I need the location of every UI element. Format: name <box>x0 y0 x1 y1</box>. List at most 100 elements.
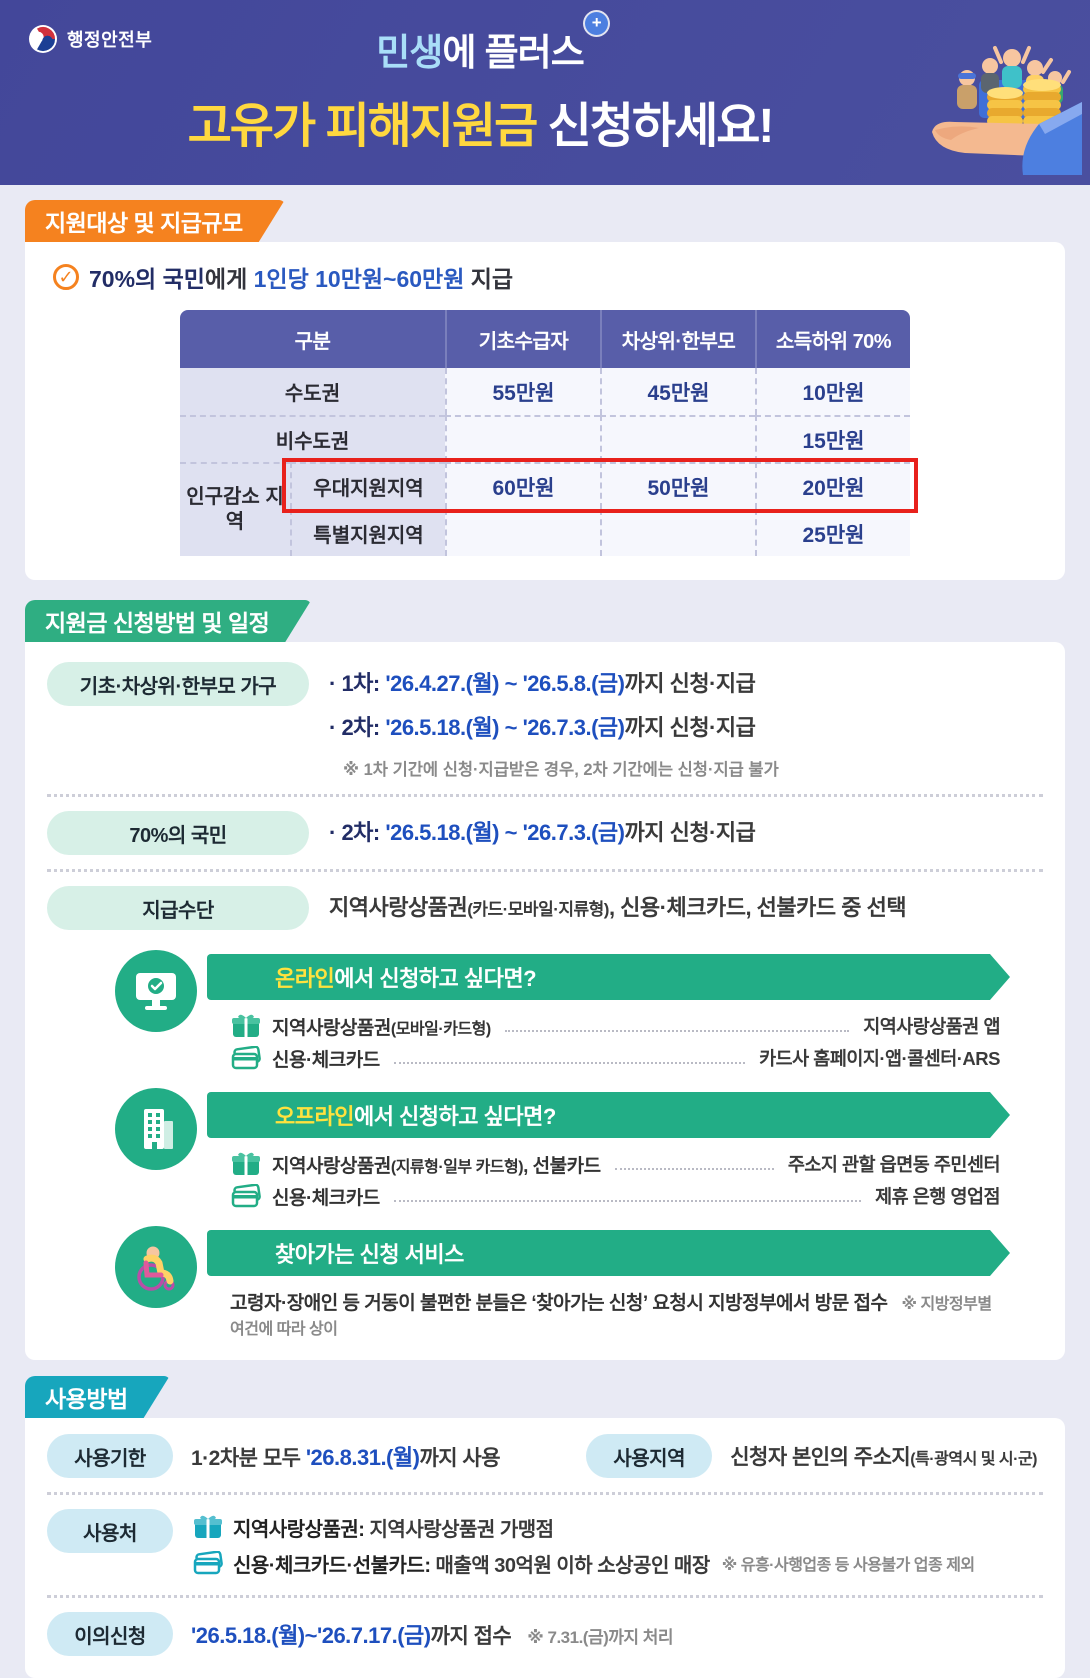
row-special-v2 <box>600 509 755 556</box>
gift-icon <box>230 1013 262 1039</box>
row-capital-label: 수도권 <box>180 368 445 415</box>
row-capital-v2: 45만원 <box>600 368 755 415</box>
round2-line: · 2차: '26.5.18.(월) ~ '26.7.3.(금)까지 신청·지급 <box>329 706 779 750</box>
channel-offline: 오프라인 에서 신청하고 싶다면? 지역사랑상품권(지류형·일부 카드형), 선불… <box>50 1088 1010 1212</box>
where-item-card: 신용·체크카드·선불카드: 매출액 30억원 이하 소상공인 매장 ※ 유흥·사… <box>191 1545 975 1581</box>
online-item1-label: 지역사랑상품권 <box>272 1017 391 1039</box>
title-line1: 민생에 플러스 + <box>376 12 608 76</box>
divider <box>47 794 1043 797</box>
table-header-nearpoor: 차상위·한부모 <box>600 310 755 368</box>
pill-objection: 이의신청 <box>47 1612 173 1656</box>
visit-desc-pre: 고령자·장애인 등 거동이 불편한 분들은 <box>230 1293 532 1314</box>
where-item1-rest: 지역사랑상품권 가맹점 <box>364 1518 555 1541</box>
row-noncapital-label: 비수도권 <box>180 415 445 462</box>
intro-tail: 지급 <box>464 266 514 292</box>
online-item-voucher: 지역사랑상품권(모바일·카드형) 지역사랑상품권 앱 <box>230 1010 1000 1042</box>
section-apply-badge: 지원금 신청방법 및 일정 <box>25 600 311 642</box>
row-special-v3: 25만원 <box>755 509 910 556</box>
dotted-leader <box>504 1020 850 1032</box>
dotted-leader <box>393 1052 746 1064</box>
offline-item1-rest: , 선불카드 <box>523 1155 601 1177</box>
section-support-card: ✓ 70%의 국민에게 1인당 10만원~60만원 지급 구분 기초수급자 차상… <box>25 242 1065 580</box>
pill-deadline: 사용기한 <box>47 1434 173 1478</box>
objection-note: ※ 7.31.(금)까지 처리 <box>527 1628 674 1647</box>
online-item2-label: 신용·체크카드 <box>272 1049 380 1071</box>
section-apply-card: 기초·차상위·한부모 가구 · 1차: '26.4.27.(월) ~ '26.5… <box>25 642 1065 1360</box>
section-support-badge: 지원대상 및 지급규모 <box>25 200 285 242</box>
intro-bold: 70%의 국민 <box>89 266 205 292</box>
row-preferred-label: 우대지원지역 <box>290 462 445 509</box>
where-item2-note: ※ 유흥·사행업종 등 사용불가 업종 제외 <box>721 1557 975 1574</box>
credit-card-icon <box>230 1046 262 1070</box>
round1-prefix: · 1차: <box>329 671 386 696</box>
payment-bold: 지역사랑상품권 <box>329 895 468 920</box>
offline-banner: 오프라인 에서 신청하고 싶다면? <box>207 1092 1010 1138</box>
row-capital-v1: 55만원 <box>445 368 600 415</box>
agency-name: 행정안전부 <box>67 30 153 50</box>
usage-row-objection: 이의신청 '26.5.18.(월)~'26.7.17.(금)까지 접수 ※ 7.3… <box>25 1612 1065 1656</box>
pct-prefix: · 2차: <box>329 820 386 845</box>
title-line2-highlight: 고유가 피해지원금 <box>187 100 539 153</box>
hand-holding-coins-illustration <box>932 46 1082 175</box>
support-intro: ✓ 70%의 국민에게 1인당 10만원~60만원 지급 <box>53 260 1065 294</box>
gift-icon <box>230 1151 262 1177</box>
where-item2-rest: 매출액 30억원 이하 소상공인 매장 <box>430 1554 711 1577</box>
credit-card-icon <box>230 1184 262 1208</box>
divider <box>47 1492 1043 1495</box>
pill-area: 사용지역 <box>586 1434 713 1478</box>
credit-card-icon <box>191 1551 225 1575</box>
deadline-suffix: 까지 사용 <box>419 1447 501 1470</box>
title-line1-highlight: 민생 <box>376 32 443 73</box>
offline-item1-small: (지류형·일부 카드형) <box>390 1158 524 1176</box>
table-header-basic: 기초수급자 <box>445 310 600 368</box>
usage-row-deadline-area: 사용기한 1·2차분 모두 '26.8.31.(월)까지 사용 사용지역 신청자… <box>25 1434 1065 1478</box>
pill-where: 사용처 <box>47 1509 173 1553</box>
offline-title-highlight: 오프라인 <box>275 1104 354 1129</box>
online-title-rest: 에서 신청하고 싶다면? <box>334 966 537 991</box>
header-banner: 행정안전부 민생에 플러스 + 고유가 피해지원금 신청하세요! <box>0 0 1090 185</box>
pill-basic-households: 기초·차상위·한부모 가구 <box>47 662 309 706</box>
building-icon <box>115 1088 197 1170</box>
monitor-icon <box>115 950 197 1032</box>
row-special-label: 특별지원지역 <box>290 509 445 556</box>
table-header-category: 구분 <box>180 310 445 368</box>
apply-row-70pct: 70%의 국민 · 2차: '26.5.18.(월) ~ '26.7.3.(금)… <box>25 811 1065 855</box>
round1-suffix: 까지 신청·지급 <box>624 671 756 696</box>
offline-item1-where: 주소지 관할 읍면동 주민센터 <box>787 1154 1001 1175</box>
plus-badge-icon: + <box>584 12 608 35</box>
government-logo: 행정안전부 <box>28 24 152 54</box>
section-usage-card: 사용기한 1·2차분 모두 '26.8.31.(월)까지 사용 사용지역 신청자… <box>25 1418 1065 1678</box>
payment-small: (카드·모바일·지류형) <box>467 900 609 919</box>
page-content: 지원대상 및 지급규모 ✓ 70%의 국민에게 1인당 10만원~60만원 지급… <box>0 185 1090 1678</box>
visit-title: 찾아가는 신청 서비스 <box>275 1242 464 1267</box>
deadline-pre: 1·2차분 모두 <box>191 1447 306 1470</box>
usage-row-where: 사용처 지역사랑상품권: 지역사랑상품권 가맹점 신용·체크카드·선불카드: 매… <box>25 1509 1065 1581</box>
intro-blue: 1인당 10만원~60만원 <box>253 266 465 292</box>
apply-row-payment: 지급수단 지역사랑상품권(카드·모바일·지류형), 신용·체크카드, 선불카드 … <box>25 886 1065 932</box>
deadline-text: 1·2차분 모두 '26.8.31.(월)까지 사용 <box>191 1440 501 1472</box>
payment-table: 구분 기초수급자 차상위·한부모 소득하위 70% 수도권 55만원 45만원 … <box>180 310 918 556</box>
round2-date: '26.5.18.(월) ~ '26.7.3.(금) <box>385 715 625 740</box>
poster-title: 민생에 플러스 + 고유가 피해지원금 신청하세요! <box>0 12 960 156</box>
apply-row-basic-note: ※ 1차 기간에 신청·지급받은 경우, 2차 기간에는 신청·지급 불가 <box>343 761 779 779</box>
pct-suffix: 까지 신청·지급 <box>624 820 756 845</box>
area-main: 신청자 본인의 주소지 <box>730 1446 911 1469</box>
visit-banner: 찾아가는 신청 서비스 <box>207 1230 1010 1276</box>
row-preferred-v2: 50만원 <box>600 462 755 509</box>
row-special-v1 <box>445 509 600 556</box>
offline-item1-label: 지역사랑상품권 <box>272 1155 391 1177</box>
channel-visit: 찾아가는 신청 서비스 고령자·장애인 등 거동이 불편한 분들은 ‘찾아가는 … <box>50 1226 1010 1340</box>
intro-mid: 에게 <box>204 266 254 292</box>
round1-line: · 1차: '26.4.27.(월) ~ '26.5.8.(금)까지 신청·지급 <box>329 662 779 706</box>
divider <box>47 869 1043 872</box>
divider <box>47 1595 1043 1598</box>
visit-note: ※ 지방정부별 여건에 따라 상이 <box>230 1296 992 1338</box>
coin-stacks <box>987 79 1061 126</box>
objection-text: '26.5.18.(월)~'26.7.17.(금)까지 접수 ※ 7.31.(금)… <box>191 1618 674 1650</box>
pct-round2-line: · 2차: '26.5.18.(월) ~ '26.7.3.(금)까지 신청·지급 <box>329 811 756 855</box>
row-preferred-v3: 20만원 <box>755 462 910 509</box>
hand-group <box>932 102 1082 175</box>
area-small: (특·광역시 및 시·군) <box>910 1451 1037 1468</box>
offline-title-rest: 에서 신청하고 싶다면? <box>353 1104 556 1129</box>
